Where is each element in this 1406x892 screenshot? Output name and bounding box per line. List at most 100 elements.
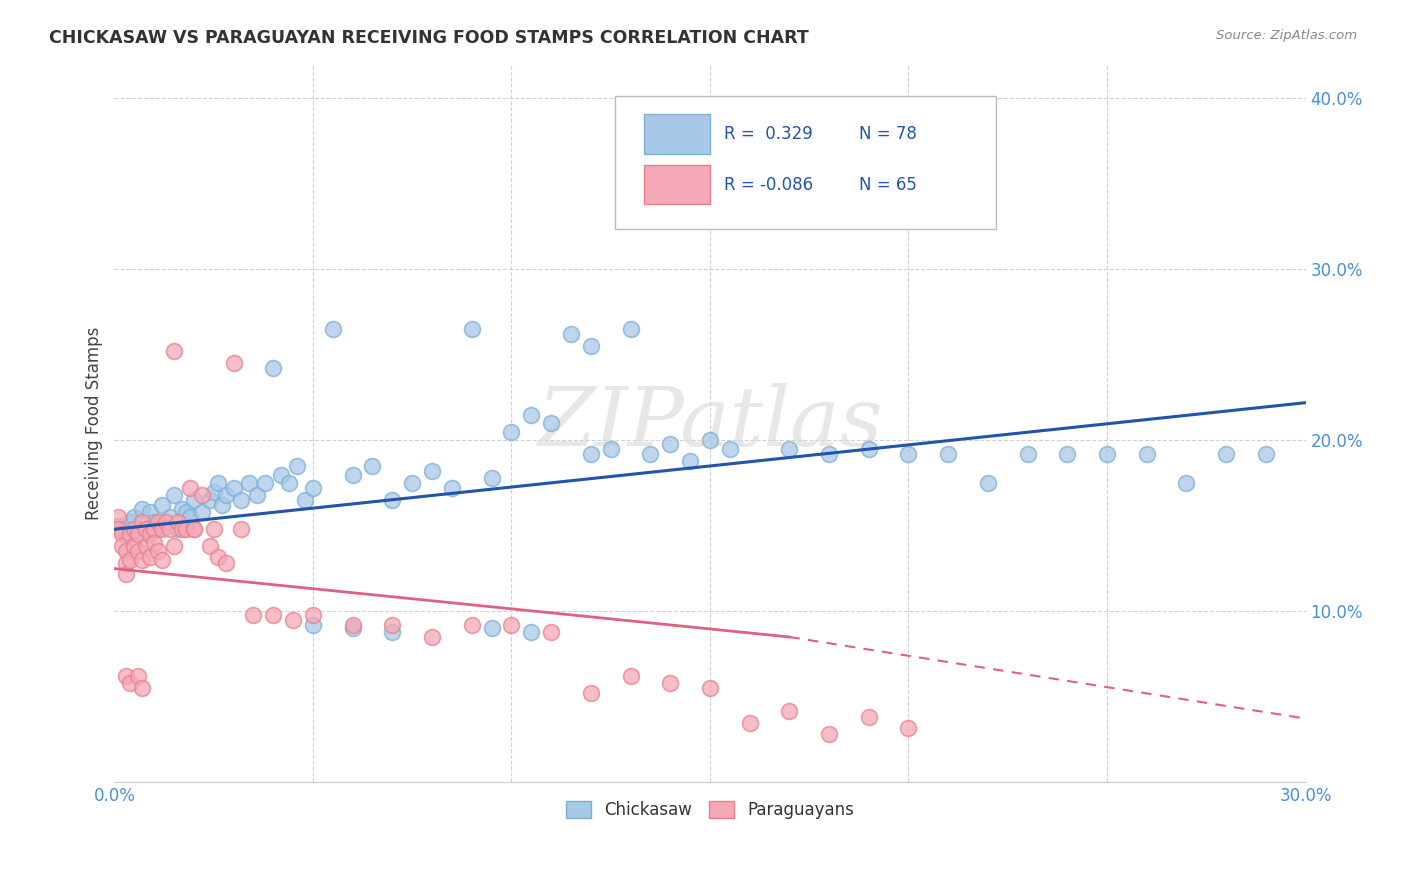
Point <box>738 715 761 730</box>
Point <box>167 516 190 530</box>
Point <box>302 481 325 495</box>
Point <box>294 493 316 508</box>
Point <box>127 669 149 683</box>
Point <box>420 464 443 478</box>
Point <box>1254 447 1277 461</box>
Point <box>520 624 543 639</box>
Point <box>143 516 166 530</box>
Point <box>155 518 177 533</box>
Point <box>198 539 221 553</box>
Point <box>131 516 153 530</box>
Point <box>139 549 162 564</box>
Point <box>122 539 145 553</box>
Point <box>135 527 157 541</box>
Point <box>211 498 233 512</box>
Point <box>131 553 153 567</box>
Point <box>111 522 134 536</box>
Point <box>246 488 269 502</box>
Point <box>131 501 153 516</box>
Point <box>461 322 484 336</box>
Y-axis label: Receiving Food Stamps: Receiving Food Stamps <box>86 326 103 520</box>
Point <box>139 527 162 541</box>
Point <box>440 481 463 495</box>
Point <box>120 676 142 690</box>
Point <box>1136 447 1159 461</box>
Point <box>122 522 145 536</box>
Point <box>202 522 225 536</box>
Point <box>135 539 157 553</box>
Point <box>420 630 443 644</box>
Point <box>207 549 229 564</box>
Text: N = 65: N = 65 <box>859 176 917 194</box>
Point <box>174 522 197 536</box>
Text: ZIPatlas: ZIPatlas <box>537 384 883 463</box>
Point <box>150 522 173 536</box>
Point <box>190 505 212 519</box>
Point <box>120 553 142 567</box>
Point <box>579 447 602 461</box>
Point <box>520 408 543 422</box>
Point <box>699 681 721 696</box>
Point <box>381 624 404 639</box>
Point <box>285 458 308 473</box>
Point <box>977 476 1000 491</box>
Point <box>163 344 186 359</box>
Point <box>143 522 166 536</box>
Point <box>640 447 662 461</box>
Point <box>115 669 138 683</box>
Text: R =  0.329: R = 0.329 <box>724 125 813 143</box>
Point <box>778 704 800 718</box>
Point <box>1215 447 1237 461</box>
Point <box>540 416 562 430</box>
Point <box>115 527 138 541</box>
Point <box>818 727 841 741</box>
Point <box>127 544 149 558</box>
Point <box>659 676 682 690</box>
Text: N = 78: N = 78 <box>859 125 917 143</box>
Point <box>501 618 523 632</box>
Point <box>560 327 582 342</box>
Point <box>381 493 404 508</box>
Bar <box>644 165 710 204</box>
Point <box>202 484 225 499</box>
Point <box>179 510 201 524</box>
Point <box>619 322 641 336</box>
Point <box>818 447 841 461</box>
Point <box>214 488 236 502</box>
Point <box>679 454 702 468</box>
Point <box>222 481 245 495</box>
Point <box>270 467 292 482</box>
Point <box>183 522 205 536</box>
Point <box>231 522 253 536</box>
Point <box>540 624 562 639</box>
Point <box>778 442 800 456</box>
FancyBboxPatch shape <box>614 96 995 229</box>
Point <box>127 527 149 541</box>
Point <box>170 522 193 536</box>
Point <box>179 481 201 495</box>
Point <box>322 322 344 336</box>
Point <box>401 476 423 491</box>
Point <box>738 139 761 153</box>
Point <box>135 522 157 536</box>
Point <box>150 498 173 512</box>
Point <box>1017 447 1039 461</box>
Point <box>342 618 364 632</box>
Point <box>107 518 129 533</box>
Point <box>190 488 212 502</box>
Point <box>342 622 364 636</box>
Text: CHICKASAW VS PARAGUAYAN RECEIVING FOOD STAMPS CORRELATION CHART: CHICKASAW VS PARAGUAYAN RECEIVING FOOD S… <box>49 29 808 46</box>
Point <box>143 536 166 550</box>
Point <box>599 442 621 456</box>
Point <box>231 493 253 508</box>
Point <box>222 356 245 370</box>
Point <box>107 510 129 524</box>
Point <box>163 488 186 502</box>
Point <box>163 539 186 553</box>
Text: R = -0.086: R = -0.086 <box>724 176 814 194</box>
Point <box>111 527 134 541</box>
Point <box>115 557 138 571</box>
Point <box>139 505 162 519</box>
Point <box>115 566 138 581</box>
Point <box>302 618 325 632</box>
